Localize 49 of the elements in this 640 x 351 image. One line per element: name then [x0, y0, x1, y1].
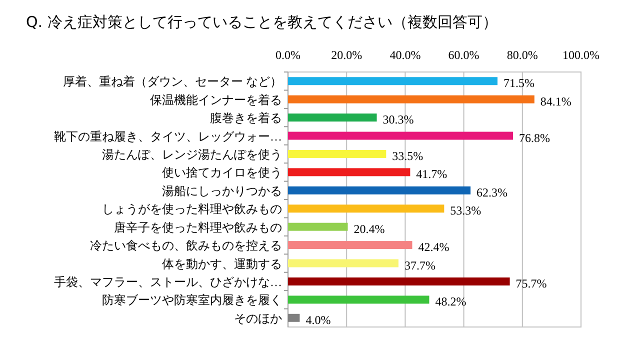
- data-label: 33.5%: [392, 148, 424, 163]
- bar: [288, 186, 471, 194]
- x-tick-label: 40.0%: [390, 48, 421, 62]
- y-tick-label: 厚着、重ね着（ダウン、セーター など）: [63, 74, 282, 89]
- bar: [288, 241, 412, 250]
- data-label: 30.3%: [382, 112, 414, 127]
- y-tick-label: 保温機能インナーを着る: [150, 92, 282, 107]
- data-label: 53.3%: [450, 204, 482, 218]
- data-label: 76.8%: [519, 130, 550, 145]
- y-tick-label: 湯船にしっかりつかる: [162, 184, 282, 198]
- y-tick-label: 使い捨てカイロを使う: [162, 166, 282, 180]
- x-tick-label: 60.0%: [448, 48, 480, 62]
- bar: [288, 204, 444, 213]
- y-tick-label: 体を動かす、運動する: [162, 256, 282, 271]
- data-label: 71.5%: [503, 76, 534, 90]
- y-tick-label: 冷たい食べもの、飲みものを控える: [90, 238, 282, 253]
- data-label: 62.3%: [476, 185, 508, 200]
- data-label: 20.4%: [354, 222, 385, 236]
- data-label: 84.1%: [540, 94, 572, 108]
- x-tick-label: 80.0%: [506, 48, 538, 62]
- bar: [288, 168, 410, 176]
- x-tick-label: 100.0%: [562, 48, 600, 62]
- y-tick-label: 手袋、マフラー、ストール、ひざかけな…: [54, 274, 282, 289]
- bar: [288, 132, 514, 140]
- x-tick-label: 0.0%: [276, 48, 300, 62]
- chart-title: Q. 冷え症対策として行っていることを教えてください（複数回答可）: [26, 13, 498, 31]
- data-label: 41.7%: [416, 167, 448, 182]
- x-tick-label: 20.0%: [331, 48, 362, 62]
- bar: [288, 114, 377, 122]
- bar: [288, 95, 534, 104]
- y-tick-label: 腹巻きを着る: [210, 111, 282, 126]
- bar: [288, 314, 300, 322]
- bar: [288, 77, 498, 86]
- y-tick-label: 防寒ブーツや防寒室内履きを履く: [102, 293, 282, 308]
- bar: [288, 296, 430, 304]
- y-tick-label: 唐辛子を使った料理や飲みもの: [114, 220, 282, 234]
- data-label: 48.2%: [435, 294, 466, 309]
- bar: [288, 259, 398, 268]
- data-label: 4.0%: [306, 312, 331, 327]
- data-label: 37.7%: [404, 258, 436, 272]
- data-label: 75.7%: [516, 276, 547, 290]
- y-tick-label: 靴下の重ね履き、タイツ、レッグウォー…: [54, 129, 282, 144]
- bar: [288, 222, 348, 231]
- bar: [288, 277, 510, 286]
- bar: [288, 150, 386, 158]
- y-tick-label: そのほか: [234, 311, 282, 326]
- y-tick-label: 湯たんぽ、レンジ湯たんぽを使う: [102, 147, 282, 162]
- data-label: 42.4%: [418, 240, 450, 254]
- y-tick-label: しょうがを使った料理や飲みもの: [102, 202, 282, 216]
